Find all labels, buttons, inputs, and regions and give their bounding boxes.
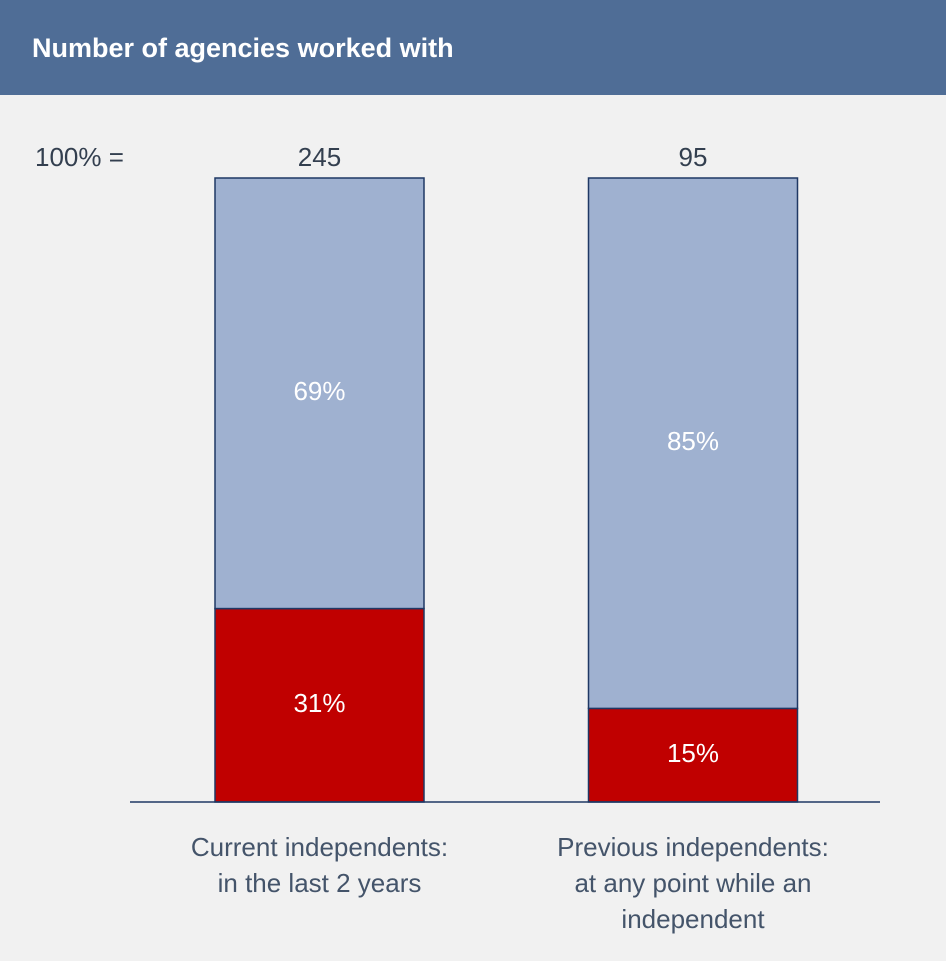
value-label: 15% [667, 738, 719, 768]
x-tick-label: independent [621, 904, 765, 934]
value-label: 85% [667, 426, 719, 456]
bar-segment [587, 177, 799, 710]
x-tick-label: at any point while an [574, 868, 811, 898]
total-value: 95 [679, 142, 708, 172]
x-tick-label: in the last 2 years [218, 868, 422, 898]
bar-segment [214, 607, 425, 803]
total-label: 100% = [35, 142, 124, 172]
x-tick-label: Previous independents: [557, 832, 829, 862]
bar-segment [214, 177, 425, 610]
value-label: 69% [293, 376, 345, 406]
chart-title: Number of agencies worked with [32, 33, 454, 63]
x-tick-label: Current independents: [191, 832, 448, 862]
bar-segment [587, 707, 799, 803]
header-bar [0, 0, 946, 95]
value-label: 31% [293, 688, 345, 718]
total-value: 245 [298, 142, 341, 172]
